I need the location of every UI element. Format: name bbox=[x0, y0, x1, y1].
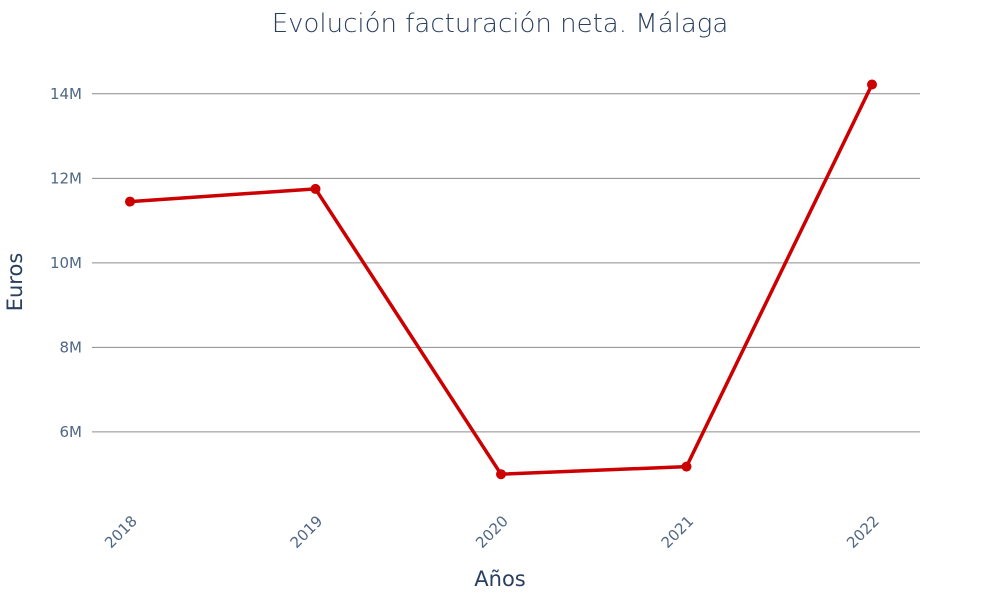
series-line bbox=[128, 82, 874, 476]
data-point[interactable] bbox=[681, 461, 692, 472]
y-tick-label: 10M bbox=[50, 254, 82, 272]
y-tick-label: 6M bbox=[60, 423, 83, 441]
data-point[interactable] bbox=[125, 196, 135, 207]
data-point[interactable] bbox=[496, 469, 506, 480]
x-tick-label: 2020 bbox=[472, 512, 512, 552]
y-tick-label: 12M bbox=[50, 169, 82, 187]
x-axis-ticks: 2018 2019 2020 2021 2022 bbox=[101, 512, 883, 552]
x-axis-title: Años bbox=[474, 567, 525, 591]
y-tick-label: 8M bbox=[60, 338, 83, 356]
chart-title: Evolución facturación neta. Málaga bbox=[272, 9, 729, 39]
x-tick-label: 2022 bbox=[843, 512, 883, 552]
y-axis-ticks: 6M 8M 10M 12M 14M bbox=[50, 85, 82, 441]
x-tick-label: 2019 bbox=[287, 512, 327, 552]
y-tick-label: 14M bbox=[50, 85, 82, 103]
series-layer bbox=[125, 79, 877, 480]
x-tick-label: 2021 bbox=[658, 512, 698, 552]
x-tick-label: 2018 bbox=[101, 512, 141, 552]
gridlines bbox=[92, 93, 920, 433]
data-point[interactable] bbox=[310, 183, 321, 194]
y-axis-title: Euros bbox=[3, 253, 27, 312]
data-point[interactable] bbox=[867, 79, 877, 90]
